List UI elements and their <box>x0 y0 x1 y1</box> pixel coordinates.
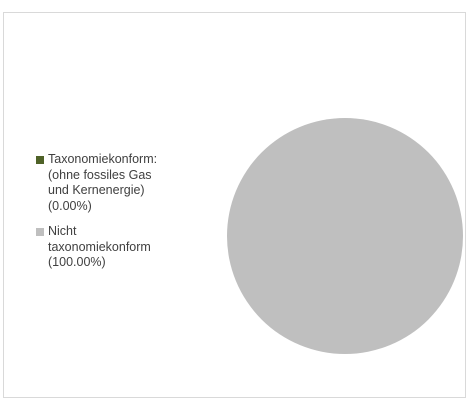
pie-slices <box>227 118 463 354</box>
pie-slice-nicht-taxonomiekonform <box>227 118 463 354</box>
